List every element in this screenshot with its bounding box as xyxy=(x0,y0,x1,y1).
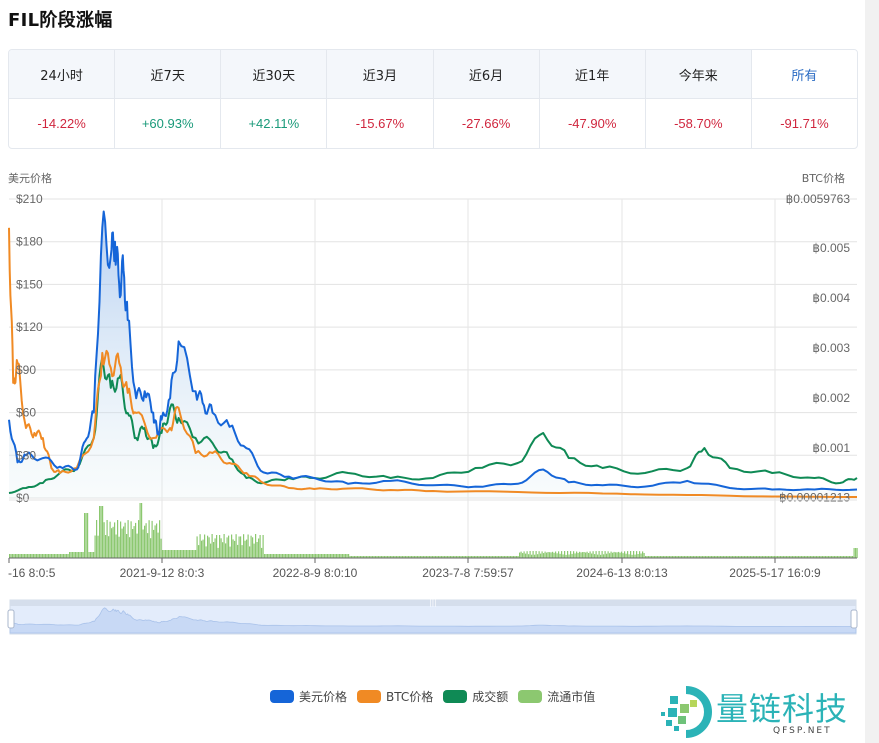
data-zoom-handle-right xyxy=(850,609,858,629)
period-col-3m[interactable]: 近3月 -15.67% xyxy=(327,50,434,148)
svg-text:฿0.005: ฿0.005 xyxy=(812,241,850,255)
logo-subtext: QFSP.NET xyxy=(773,726,832,736)
logo-text: 量链科技 xyxy=(716,690,849,728)
data-zoom-slider: ||| xyxy=(7,599,858,635)
period-change-table: 24小时 -14.22% 近7天 +60.93% 近30天 +42.11% 近3… xyxy=(8,49,858,149)
period-value: -27.66% xyxy=(461,116,511,131)
period-tab[interactable]: 近3月 xyxy=(327,50,433,99)
period-tab-active[interactable]: 所有 xyxy=(751,50,857,99)
watermark-logo: 量链科技 QFSP.NET xyxy=(656,682,879,743)
svg-text:฿0.001: ฿0.001 xyxy=(812,441,850,455)
svg-text:-16 8:0:5: -16 8:0:5 xyxy=(8,566,56,580)
legend-market-cap[interactable]: 流通市值 xyxy=(518,688,595,705)
period-value: -14.22% xyxy=(37,116,86,131)
svg-text:|||: ||| xyxy=(429,599,436,607)
svg-text:$120: $120 xyxy=(16,320,43,334)
chart-legend: 美元价格 BTC价格 成交额 流通市值 xyxy=(270,688,595,705)
data-zoom-handle-left xyxy=(7,609,15,629)
data-zoom-preview xyxy=(9,607,857,634)
period-tab[interactable]: 近7天 xyxy=(115,50,221,99)
svg-text:2023-7-8 7:59:57: 2023-7-8 7:59:57 xyxy=(422,566,514,580)
legend-usd-price[interactable]: 美元价格 xyxy=(270,688,347,705)
legend-btc-price[interactable]: BTC价格 xyxy=(357,688,433,705)
period-value: -58.70% xyxy=(674,116,723,131)
period-col-ytd[interactable]: 今年来 -58.70% xyxy=(645,50,752,148)
legend-swatch-icon xyxy=(270,690,294,703)
period-tab[interactable]: 近1年 xyxy=(539,50,645,99)
svg-text:$0: $0 xyxy=(16,491,30,505)
right-axis-ticks: ฿0.0059763 ฿0.005 ฿0.004 ฿0.003 ฿0.002 ฿0.001… xyxy=(779,192,850,504)
x-axis: -16 8:0:5 2021-9-12 8:0:3 2022-8-9 8:0:10 2… xyxy=(8,499,857,580)
svg-text:฿0.004: ฿0.004 xyxy=(812,291,850,305)
chart-series xyxy=(8,210,858,498)
svg-text:2021-9-12 8:0:3: 2021-9-12 8:0:3 xyxy=(120,566,205,580)
period-col-1y[interactable]: 近1年 -47.90% xyxy=(539,50,646,148)
legend-label: 流通市值 xyxy=(547,690,596,704)
right-axis-title: BTC价格 xyxy=(801,172,845,185)
svg-text:$150: $150 xyxy=(16,277,43,291)
market-cap-bars xyxy=(9,503,858,558)
svg-text:$180: $180 xyxy=(16,235,43,249)
left-axis-ticks: $210 $180 $150 $120 $90 $60 $30 $0 xyxy=(16,192,43,505)
data-zoom-bar xyxy=(10,600,856,606)
legend-label: BTC价格 xyxy=(386,690,434,704)
legend-swatch-icon xyxy=(443,690,468,703)
svg-text:2022-8-9 8:0:10: 2022-8-9 8:0:10 xyxy=(273,566,358,580)
legend-label: 成交额 xyxy=(472,690,509,704)
svg-text:2024-6-13 8:0:13: 2024-6-13 8:0:13 xyxy=(576,566,668,580)
period-tab[interactable]: 近30天 xyxy=(221,50,327,99)
logo-icon xyxy=(661,686,712,738)
legend-swatch-icon xyxy=(357,690,382,703)
legend-label: 美元价格 xyxy=(299,690,348,704)
svg-text:฿0.00001213: ฿0.00001213 xyxy=(779,490,850,504)
svg-text:฿0.002: ฿0.002 xyxy=(812,391,850,405)
left-axis-title: 美元价格 xyxy=(8,172,52,185)
chart-vertical-grid xyxy=(161,199,776,558)
period-tab[interactable]: 今年来 xyxy=(645,50,751,99)
period-col-30d[interactable]: 近30天 +42.11% xyxy=(221,50,328,148)
period-value: -15.67% xyxy=(355,116,405,131)
period-col-24h[interactable]: 24小时 -14.22% xyxy=(9,50,116,148)
period-value: +60.93% xyxy=(141,116,194,131)
period-col-7d[interactable]: 近7天 +60.93% xyxy=(115,50,222,148)
page-scrollbar[interactable] xyxy=(865,0,879,743)
legend-swatch-icon xyxy=(518,690,543,703)
period-tab[interactable]: 近6月 xyxy=(433,50,539,99)
svg-text:$90: $90 xyxy=(16,363,36,377)
svg-text:$30: $30 xyxy=(16,448,36,462)
period-value: +42.11% xyxy=(248,116,300,131)
period-value: -91.71% xyxy=(780,116,829,131)
svg-text:$210: $210 xyxy=(16,192,43,206)
period-col-all[interactable]: 所有 -91.71% xyxy=(751,50,857,148)
page-title: FIL阶段涨幅 xyxy=(8,10,113,31)
svg-text:฿0.003: ฿0.003 xyxy=(812,341,850,355)
period-tab[interactable]: 24小时 xyxy=(9,50,115,99)
legend-volume[interactable]: 成交额 xyxy=(443,688,508,705)
svg-text:฿0.0059763: ฿0.0059763 xyxy=(786,192,851,206)
period-value: -47.90% xyxy=(567,116,617,131)
svg-text:$60: $60 xyxy=(16,406,36,420)
period-col-6m[interactable]: 近6月 -27.66% xyxy=(433,50,540,148)
svg-text:2025-5-17 16:0:9: 2025-5-17 16:0:9 xyxy=(729,566,821,580)
